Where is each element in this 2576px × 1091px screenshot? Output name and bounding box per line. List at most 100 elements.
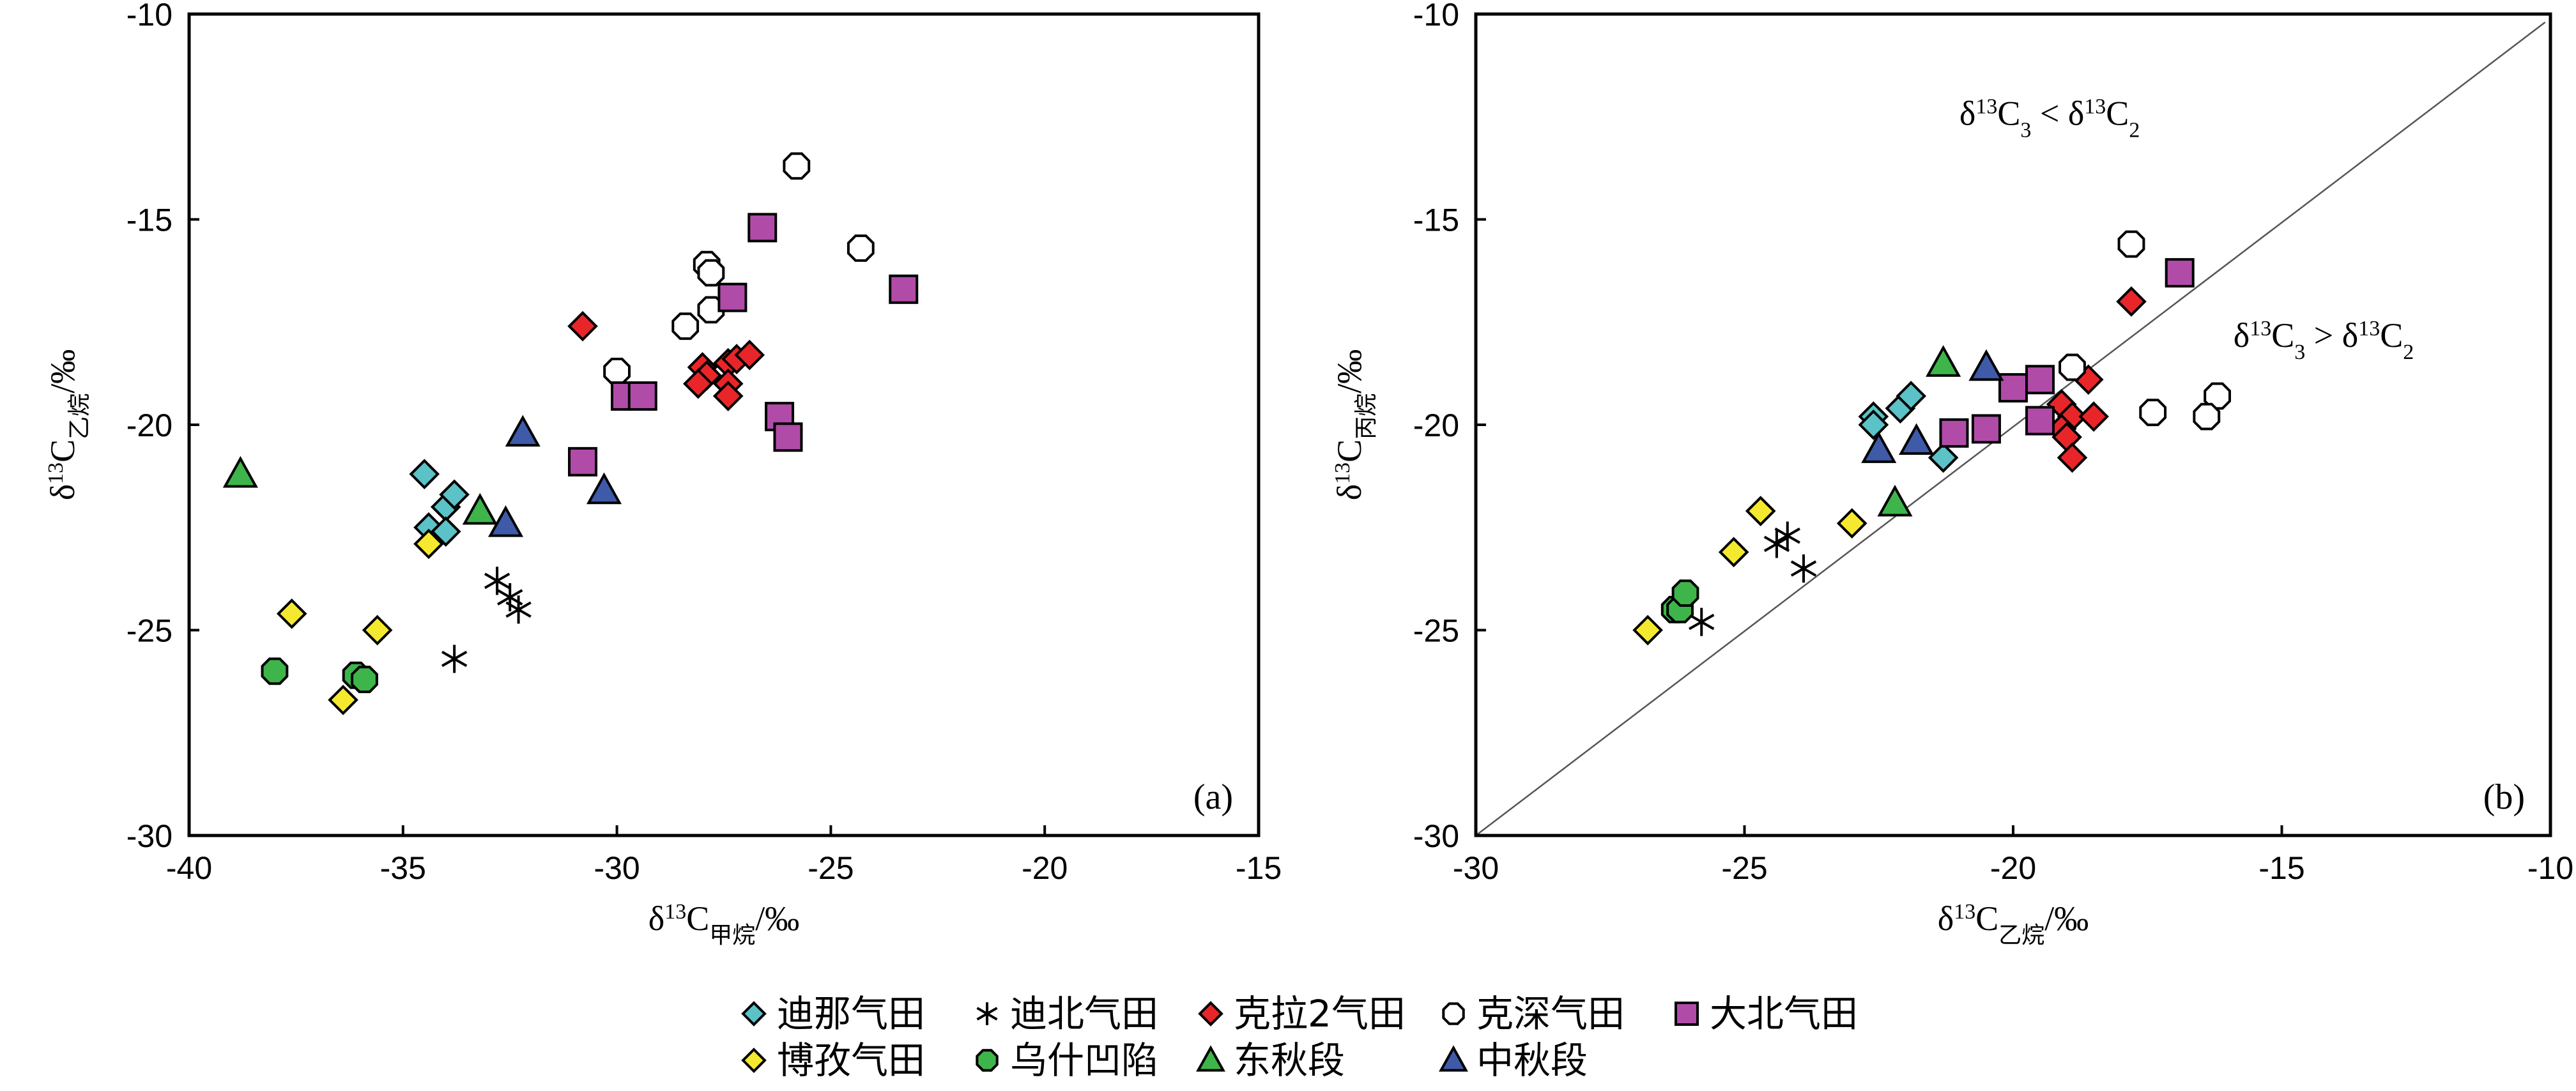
panel-b-series (1660, 579, 1699, 623)
legend-label: 东秋段 (1234, 1039, 1345, 1082)
panel-a-data-point (889, 274, 919, 304)
panel-b-x-tick-label: -30 (1453, 850, 1499, 886)
panel-a-series (261, 657, 378, 694)
panel-a-x-axis-label: δ13C甲烷/‰ (648, 899, 800, 948)
panel-a-data-point (222, 455, 258, 488)
legend-marker (1442, 1002, 1465, 1025)
panel-b-data-point (2116, 286, 2147, 317)
panel-b-series (1689, 521, 1817, 636)
panel-a-series (487, 415, 622, 537)
panel-b-data-point (2165, 258, 2195, 288)
panel-b-data-point (1632, 614, 1663, 646)
panel-b-data-point (1763, 530, 1790, 558)
panel-b-data-point (1968, 349, 2004, 381)
legend-marker (976, 1002, 998, 1025)
panel-b-y-tick-label: -20 (1413, 408, 1459, 443)
panel-b-data-point (1774, 521, 1800, 550)
panel-a-data-point (671, 312, 700, 340)
panel-a-data-point (328, 684, 358, 715)
panel-a-y-tick-label: -20 (126, 408, 172, 443)
panel-b-data-point (1939, 418, 1969, 448)
panel-b-data-point (1671, 579, 1699, 607)
panel-b-y-tick-label: -15 (1413, 202, 1459, 238)
panel-a-data-point (734, 339, 765, 370)
panel-b-y-tick-label: -25 (1413, 613, 1459, 649)
panel-b-data-point (2139, 399, 2167, 427)
panel-b-data-point (1877, 484, 1913, 517)
panel-a-series (568, 213, 919, 477)
panel-a-series (567, 310, 765, 411)
panel-b-data-point (2025, 406, 2055, 436)
panel-b-data-point (1790, 554, 1817, 583)
panel-b-y-axis-label: δ13C丙烷/‰ (1330, 349, 1379, 501)
panel-b-data-point (2193, 402, 2221, 431)
panel-b-data-point (2204, 382, 2231, 410)
legend-marker (741, 1001, 767, 1026)
panel-b-data-point (1971, 414, 2001, 444)
panel-b-annotation-1: δ13C3 < δ13C2 (1959, 95, 2140, 142)
panel-a-series (276, 528, 444, 715)
panel-a-data-point (567, 310, 598, 342)
panel-b-x-tick-label: -20 (1990, 850, 2036, 886)
legend-label: 迪北气田 (1010, 992, 1158, 1035)
panel-a-x-tick-label: -25 (808, 850, 854, 886)
panel-a-panel-label: (a) (1193, 777, 1233, 817)
panel-b-data-point (1718, 537, 1749, 568)
panel-a-data-point (773, 422, 803, 452)
panel-a-plot-frame (187, 12, 1261, 837)
panel-a-x-tick-label: -35 (380, 850, 426, 886)
panel-a-data-point (487, 505, 524, 537)
panel-a-x-tick-label: -20 (1022, 850, 1068, 886)
panel-a-data-point (717, 282, 747, 312)
panel-b-x-axis-label: δ13C乙烷/‰ (1938, 899, 2089, 948)
panel-a-data-point (682, 368, 714, 399)
panel-b-data-point (2025, 365, 2055, 395)
legend-label: 博孜气田 (777, 1039, 925, 1082)
panel-a-y-tick-label: -15 (126, 202, 172, 238)
panel-a-data-point (586, 472, 622, 505)
panel-b-annotation-2: δ13C3 > δ13C2 (2234, 316, 2414, 364)
panel-a-data-point (568, 446, 598, 477)
panel-b-x-tick-label: -15 (2258, 850, 2304, 886)
panel-b-data-point (2078, 401, 2109, 432)
legend-label: 迪那气田 (777, 992, 925, 1035)
legend-marker (741, 1048, 767, 1073)
panel-a-y-tick-label: -10 (126, 0, 172, 33)
legend-label: 大北气田 (1710, 992, 1858, 1035)
panel-a-series (441, 567, 532, 673)
legend-marker (1198, 1001, 1223, 1026)
panel-b-series (1861, 349, 2004, 463)
panel-a-y-axis-label: δ13C乙烷/‰ (43, 349, 92, 501)
panel-a-data-point (261, 657, 289, 685)
panel-b-data-point (1998, 373, 2028, 403)
legend-label: 中秋段 (1476, 1039, 1588, 1082)
panel-a-data-point (505, 595, 532, 624)
panel-a-data-point (627, 381, 657, 411)
panel-b-data-point (1896, 381, 1927, 411)
panel-b: -30 -25 -20 -15 -10 -30 -25 -20 -15 -10 δ13C乙烷/‰ δ1… (1330, 0, 2573, 948)
panel-b-data-point (2058, 353, 2086, 381)
panel-a-data-point (409, 459, 440, 489)
panel-b-series (1632, 496, 1867, 646)
panel-a-data-point (413, 528, 444, 560)
panel-b-data-point (2117, 230, 2145, 258)
panel-a-data-point (362, 614, 393, 646)
panel-a-data-point (441, 645, 468, 673)
panel-a-data-point (439, 479, 470, 510)
panel-a-data-point (747, 213, 778, 243)
panel-b-data-point (1926, 345, 1961, 377)
panel-a-y-tick-label: -30 (126, 818, 172, 854)
panel-a-data-point (783, 152, 811, 180)
panel-a: -40 -35 -30 -25 -20 -15 -30 -25 -20 -15 -10 δ13C甲烷/… (43, 0, 1282, 948)
panel-b-x-tick-label: -25 (1721, 850, 1767, 886)
panel-b-data-point (2057, 442, 2088, 473)
legend-marker (1196, 1045, 1225, 1072)
panel-a-data-point (603, 358, 631, 385)
panel-a-x-tick-label: -40 (166, 850, 212, 886)
panel-b-data-point (1836, 508, 1867, 539)
panel-a-x-tick-label: -15 (1236, 850, 1282, 886)
panel-b-data-point (1899, 423, 1935, 455)
panel-a-data-point (712, 381, 744, 411)
legend-marker (1675, 1002, 1699, 1026)
